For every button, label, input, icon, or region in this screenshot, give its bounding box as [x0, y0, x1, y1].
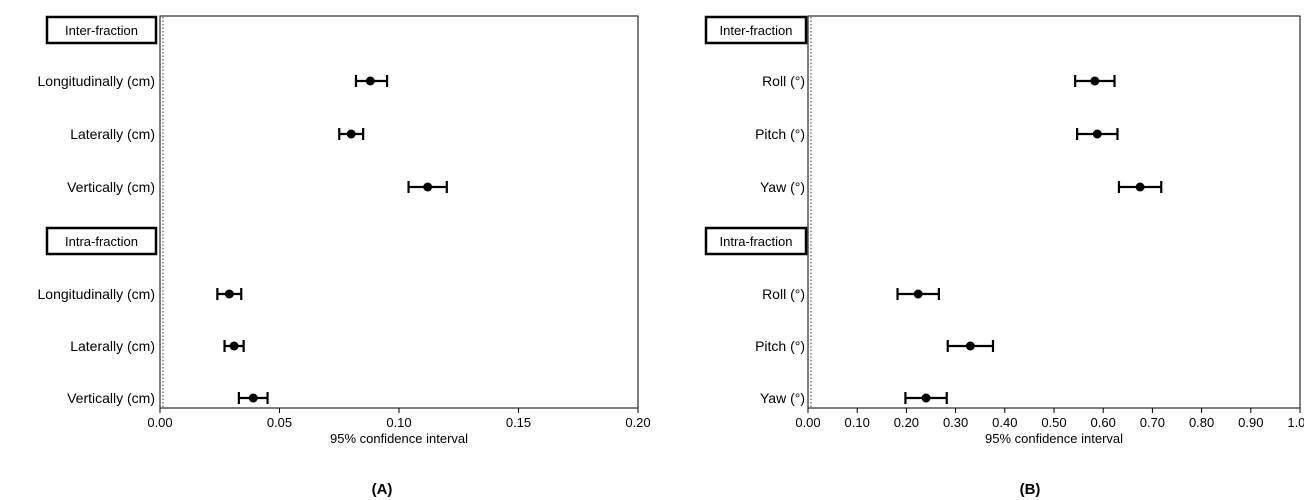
estimate-point	[224, 289, 234, 299]
x-axis-title: 95% confidence interval	[330, 431, 468, 446]
x-tick-label: 0.70	[1140, 415, 1165, 430]
group-label: Intra-fraction	[65, 234, 138, 249]
group-label-box	[45, 226, 158, 256]
estimate-point	[913, 289, 923, 299]
estimate-row: Pitch (°)	[755, 338, 995, 354]
x-tick-label: 0.00	[795, 415, 820, 430]
estimate-point	[1135, 182, 1145, 192]
group-inter-fraction: Inter-fraction Longitudinally (cm) Lateral…	[38, 15, 448, 195]
row-label: Longitudinally (cm)	[38, 286, 156, 302]
x-tick-label: 0.80	[1189, 415, 1214, 430]
group-inter-fraction: Inter-fraction Roll (°) Pitch (°) Yaw (°)	[704, 15, 1163, 195]
panel-label: (B)	[1020, 481, 1041, 498]
row-label: Roll (°)	[762, 286, 805, 302]
row-label: Yaw (°)	[760, 390, 805, 406]
x-tick-label: 0.20	[894, 415, 919, 430]
group-label-box	[704, 226, 808, 256]
estimate-row: Roll (°)	[762, 73, 1116, 89]
group-label-box	[704, 15, 808, 45]
row-label: Laterally (cm)	[70, 126, 155, 142]
estimate-point	[248, 393, 258, 403]
group-label-box	[45, 15, 158, 45]
estimate-point	[423, 182, 433, 192]
estimate-row: Vertically (cm)	[67, 390, 269, 406]
row-label: Vertically (cm)	[67, 179, 155, 195]
group-label: Inter-fraction	[65, 23, 138, 38]
row-label: Vertically (cm)	[67, 390, 155, 406]
estimate-row: Longitudinally (cm)	[38, 286, 243, 302]
x-tick-label: 0.90	[1238, 415, 1263, 430]
estimate-row: Roll (°)	[762, 286, 940, 302]
estimate-row: Longitudinally (cm)	[38, 73, 389, 89]
x-tick-label: 0.60	[1091, 415, 1116, 430]
group-label: Inter-fraction	[720, 23, 793, 38]
row-label: Pitch (°)	[755, 126, 805, 142]
row-label: Longitudinally (cm)	[38, 73, 156, 89]
row-label: Yaw (°)	[760, 179, 805, 195]
forest-panel-b: 0.00 0.10 0.20 0.30 0.40 0.50 0.60 0.70 0.80 0.90…	[704, 15, 1304, 498]
row-label: Pitch (°)	[755, 338, 805, 354]
row-label: Roll (°)	[762, 73, 805, 89]
group-intra-fraction: Intra-fraction Roll (°) Pitch (°) Yaw (°)	[704, 226, 995, 406]
estimate-row: Vertically (cm)	[67, 179, 448, 195]
estimate-row: Laterally (cm)	[70, 338, 245, 354]
x-tick-label: 0.00	[147, 415, 172, 430]
x-tick-label: 0.30	[943, 415, 968, 430]
x-tick-label: 0.20	[625, 415, 650, 430]
group-label: Intra-fraction	[720, 234, 793, 249]
estimate-point	[1090, 76, 1100, 86]
x-tick-label: 0.50	[1041, 415, 1066, 430]
x-tick-label: 0.10	[386, 415, 411, 430]
estimate-point	[346, 129, 356, 139]
estimate-row: Laterally (cm)	[70, 126, 365, 142]
estimate-point	[1092, 129, 1102, 139]
estimate-row: Yaw (°)	[760, 179, 1163, 195]
plot-frame	[807, 15, 1301, 409]
forest-panel-a: 0.00 0.05 0.10 0.15 0.20 95% confidence inter…	[38, 15, 651, 498]
estimate-point	[921, 393, 931, 403]
estimate-point	[365, 76, 375, 86]
estimate-point	[229, 341, 239, 351]
x-axis-title: 95% confidence interval	[985, 431, 1123, 446]
x-tick-label: 1.00	[1287, 415, 1304, 430]
estimate-point	[965, 341, 975, 351]
estimate-row: Yaw (°)	[760, 390, 948, 406]
x-tick-label: 0.15	[506, 415, 531, 430]
x-tick-label: 0.40	[992, 415, 1017, 430]
x-tick-label: 0.05	[267, 415, 292, 430]
x-tick-label: 0.10	[845, 415, 870, 430]
panel-label: (A)	[372, 481, 393, 498]
estimate-row: Pitch (°)	[755, 126, 1119, 142]
row-label: Laterally (cm)	[70, 338, 155, 354]
group-intra-fraction: Intra-fraction Longitudinally (cm) Lateral…	[38, 226, 269, 406]
